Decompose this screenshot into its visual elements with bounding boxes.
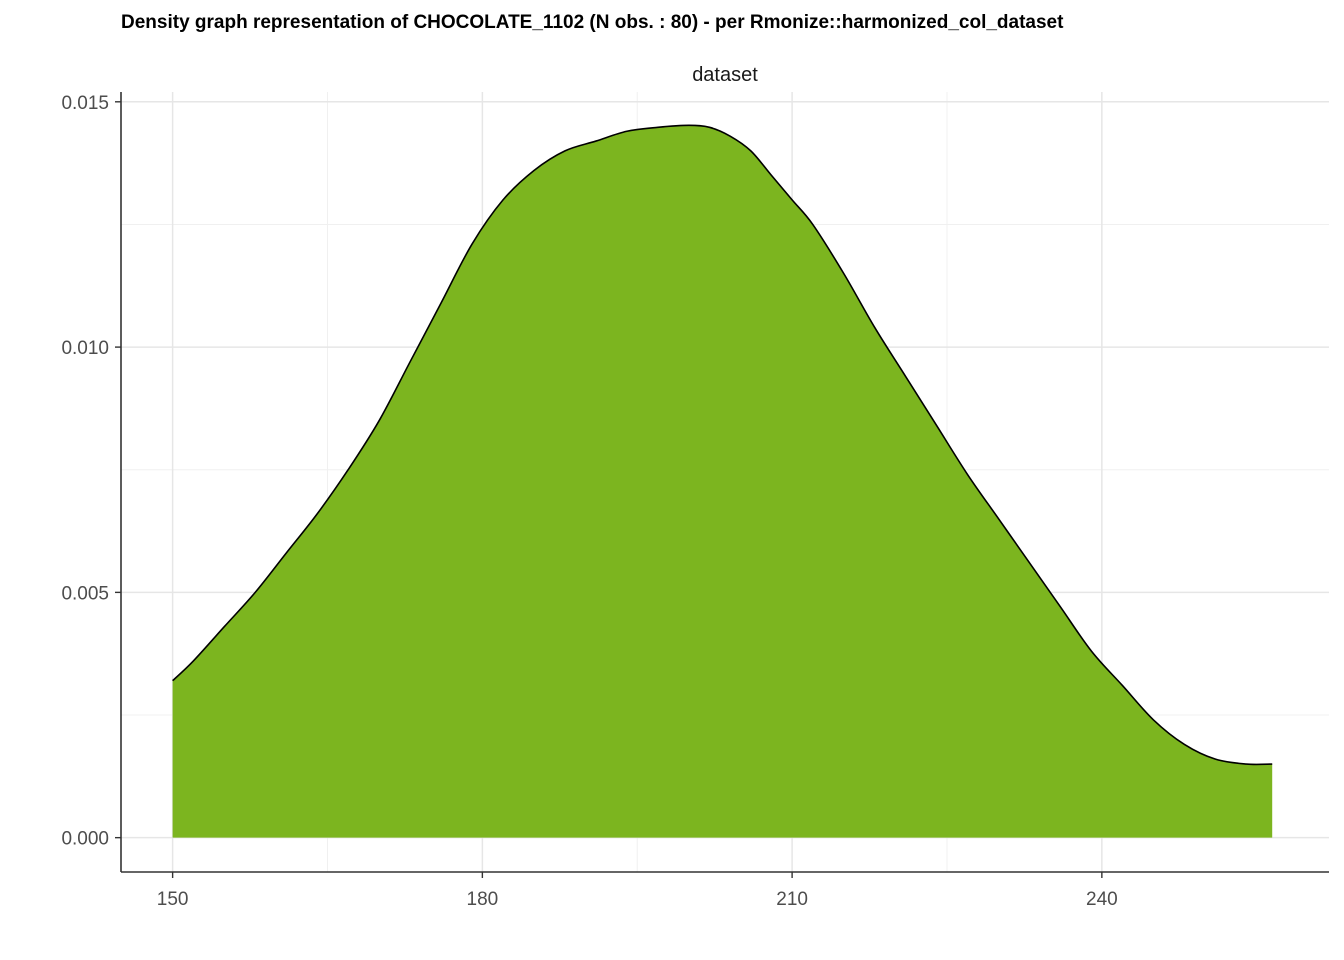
panel-strip-label: dataset <box>692 64 758 86</box>
x-tick-label: 210 <box>776 889 808 910</box>
x-tick-label: 240 <box>1086 889 1118 910</box>
x-tick-label: 150 <box>157 889 189 910</box>
density-layer <box>172 124 1273 838</box>
y-tick-label: 0.005 <box>61 583 109 604</box>
y-tick-label: 0.015 <box>61 93 109 114</box>
density-curve <box>172 124 1273 766</box>
x-tick-label: 180 <box>467 889 499 910</box>
y-tick-label: 0.000 <box>61 829 109 850</box>
axes: 150 180 210 240 0.000 0.005 0.010 0.015 <box>61 92 1329 910</box>
density-area <box>172 125 1273 838</box>
chart-title: Density graph representation of CHOCOLAT… <box>121 12 1064 33</box>
y-tick-label: 0.010 <box>61 338 109 359</box>
